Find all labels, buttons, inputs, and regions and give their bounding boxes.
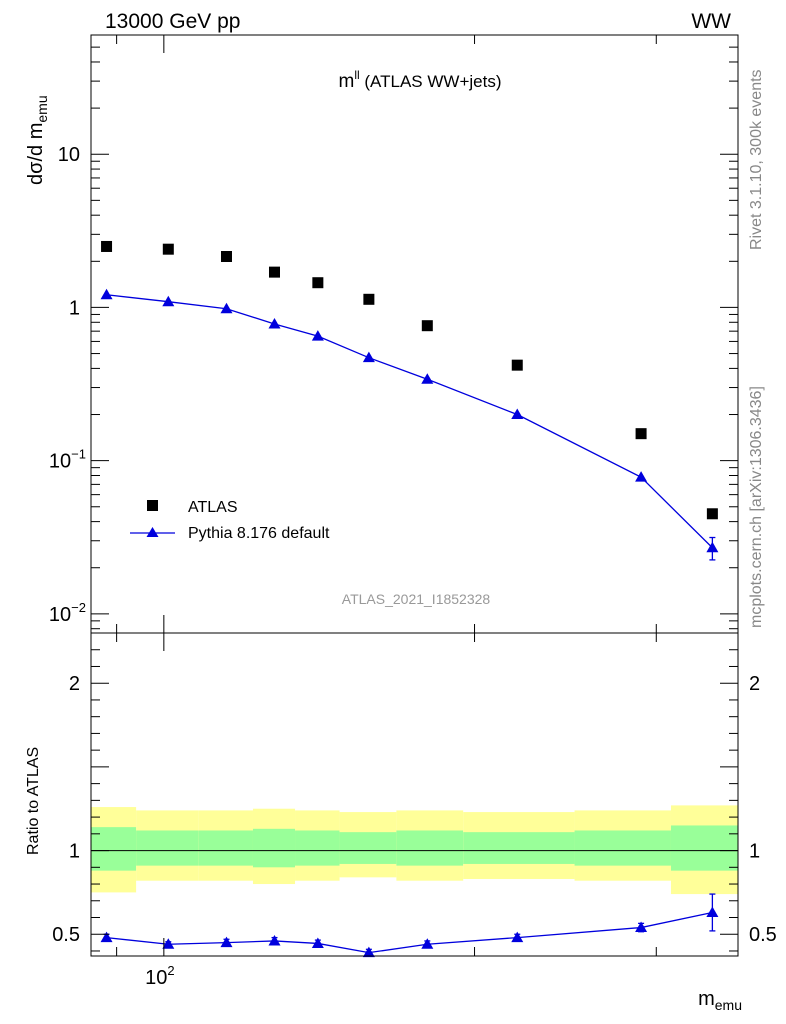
legend-pythia-label: Pythia 8.176 default (188, 525, 330, 542)
ratio-band-green (198, 830, 253, 866)
ratio-plot-content (100, 893, 719, 958)
ratio-frame (90, 632, 739, 957)
pythia-data-point (362, 351, 375, 363)
atlas-data-point (312, 277, 324, 289)
legend: ATLAS Pythia 8.176 default (130, 499, 330, 542)
ratio-data-point (268, 934, 281, 946)
pythia-data-point (635, 471, 648, 482)
ratio-ytick-label: 1 (69, 841, 80, 863)
pythia-data-point (100, 288, 113, 300)
main-ytick-label: 1 (69, 297, 80, 319)
atlas-data-point (363, 293, 375, 305)
main-ytick-label: 10 (58, 144, 80, 166)
atlas-data-point (101, 240, 113, 252)
main-title: mll (ATLAS WW+jets) (338, 68, 501, 92)
ratio-data-point (362, 946, 375, 958)
ratio-band-green (339, 832, 397, 864)
ratio-data-point (635, 921, 648, 933)
ratio-band-green (670, 825, 738, 871)
ratio-uncertainty-bands (91, 805, 738, 895)
ratio-band-green (252, 828, 296, 868)
main-ytick-label: 10−2 (49, 600, 86, 626)
ratio-data-point (162, 938, 175, 949)
analysis-watermark: ATLAS_2021_I1852328 (342, 591, 491, 607)
atlas-data-point (421, 320, 433, 332)
rivet-label: Rivet 3.1.10, 300k events (748, 69, 765, 250)
ratio-data-point (706, 906, 719, 917)
ratio-band-green (136, 830, 199, 866)
atlas-data-point (220, 251, 232, 263)
ratio-band-green (463, 832, 575, 864)
legend-pythia-marker (146, 527, 159, 537)
main-plot-content (100, 240, 719, 561)
pythia-data-point (511, 408, 524, 420)
ratio-data-point (511, 931, 524, 943)
legend-atlas-label: ATLAS (188, 499, 238, 516)
ratio-ytick-label-right: 1 (749, 841, 760, 863)
ratio-ylabel: Ratio to ATLAS (25, 747, 42, 855)
ratio-ytick-label-right: 0.5 (749, 924, 777, 946)
mcplots-label: mcplots.cern.ch [arXiv:1306.3436] (748, 386, 765, 628)
pythia-data-point (706, 541, 719, 553)
pythia-data-point (421, 373, 434, 384)
ratio-xtick-label: 102 (145, 963, 174, 989)
ratio-data-point (311, 937, 324, 948)
pythia-data-point (220, 302, 233, 314)
pythia-data-point (162, 295, 175, 307)
atlas-data-point (635, 428, 647, 440)
main-x-ticks (116, 35, 657, 633)
ratio-band-green (91, 827, 137, 871)
main-y-ticks: 10 1 10−1 10−2 (49, 34, 738, 630)
main-frame (90, 34, 739, 634)
main-ytick-label: 10−1 (49, 447, 86, 473)
atlas-data-point (162, 243, 174, 255)
ratio-ytick-label-right: 2 (749, 673, 760, 695)
x-axis-label: memu (698, 988, 742, 1013)
pythia-line (106, 294, 713, 549)
ratio-ytick-label: 0.5 (52, 924, 80, 946)
ratio-data-point (421, 938, 434, 949)
pythia-data-point (268, 317, 281, 329)
ratio-ytick-label: 2 (69, 673, 80, 695)
ratio-band-green (574, 830, 671, 866)
ratio-y-ticks: 2 2 1 1 0.5 0.5 (52, 649, 777, 952)
energy-label: 13000 GeV pp (105, 10, 240, 33)
pythia-data-point (311, 330, 324, 341)
process-label: WW (691, 10, 731, 33)
ratio-band-green (396, 830, 464, 866)
atlas-data-point (268, 266, 280, 278)
main-panel: 10 1 10−1 10−2 mll (ATLAS WW+jets) dσ/d mem… (25, 34, 739, 634)
main-ylabel: dσ/d memu (25, 95, 50, 185)
ratio-panel: 2 2 1 1 0.5 0.5 102 Ratio to ATLAS memu (25, 632, 777, 1013)
legend-atlas-marker (147, 500, 158, 511)
ratio-data-point (100, 931, 113, 943)
atlas-data-point (706, 508, 718, 520)
ratio-line (106, 911, 713, 954)
ratio-data-point (220, 936, 233, 948)
atlas-data-point (511, 359, 523, 371)
ratio-x-ticks: 102 (116, 633, 657, 989)
ratio-band-green (295, 830, 340, 866)
